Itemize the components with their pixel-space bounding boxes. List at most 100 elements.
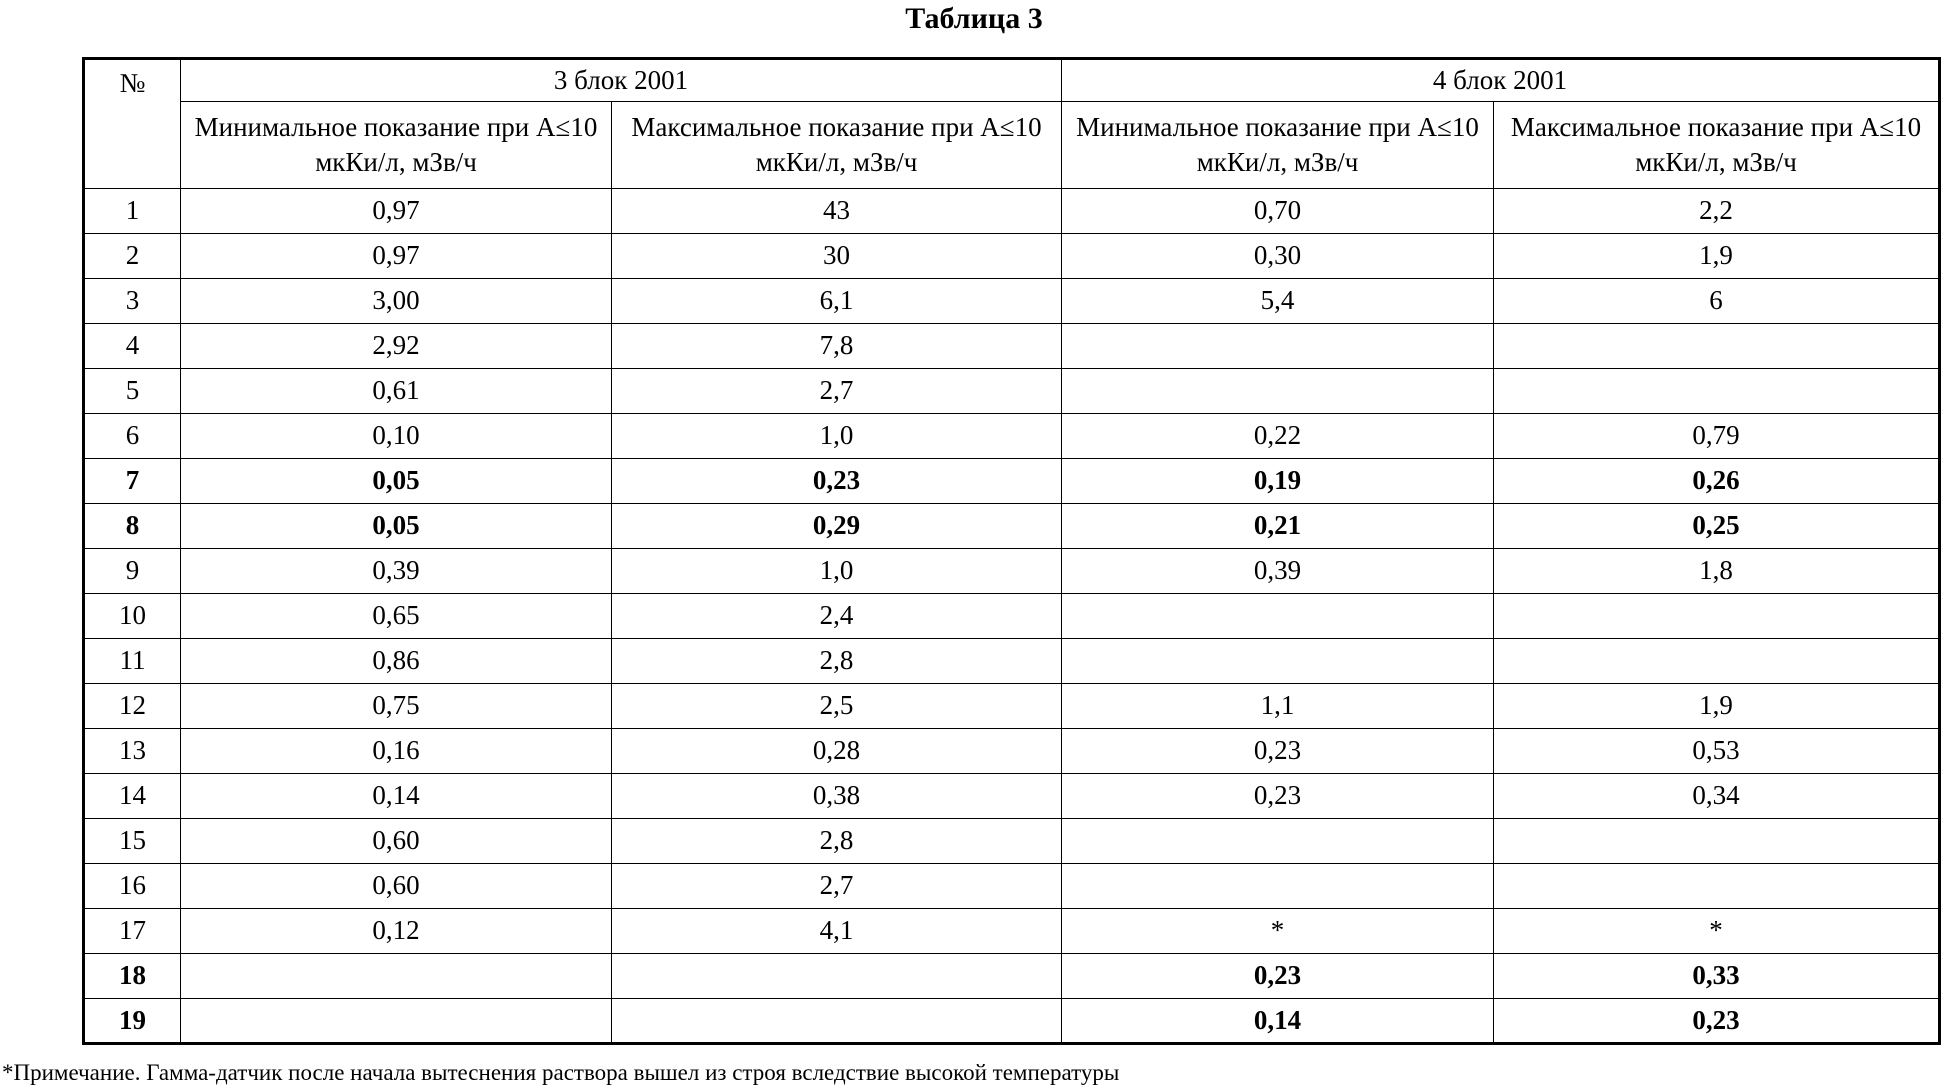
- row-number: 9: [84, 549, 181, 594]
- group-header: 3 блок 2001: [181, 59, 1062, 102]
- subheader: Максимальное показание при А≤10 мкКи/л, …: [612, 102, 1062, 189]
- table-cell: 0,23: [612, 459, 1062, 504]
- table-cell: [181, 954, 612, 999]
- subheader-row: Минимальное показание при А≤10 мкКи/л, м…: [84, 102, 1940, 189]
- row-number: 8: [84, 504, 181, 549]
- table-cell: 0,39: [181, 549, 612, 594]
- table-cell: 1,0: [612, 549, 1062, 594]
- table-cell: 0,86: [181, 639, 612, 684]
- table-cell: 0,70: [1062, 189, 1494, 234]
- table-row: 80,050,290,210,25: [84, 504, 1940, 549]
- table-cell: [1062, 324, 1494, 369]
- table-cell: 0,65: [181, 594, 612, 639]
- table-row: 70,050,230,190,26: [84, 459, 1940, 504]
- table-row: 42,927,8: [84, 324, 1940, 369]
- table-cell: 0,97: [181, 234, 612, 279]
- table-cell: 2,92: [181, 324, 612, 369]
- footnote: *Примечание. Гамма-датчик после начала в…: [2, 1060, 1119, 1086]
- table-cell: 0,34: [1494, 774, 1940, 819]
- row-number: 14: [84, 774, 181, 819]
- table-cell: 0,61: [181, 369, 612, 414]
- table-row: 10,97430,702,2: [84, 189, 1940, 234]
- table-cell: *: [1494, 909, 1940, 954]
- table-cell: 4,1: [612, 909, 1062, 954]
- subheader: Минимальное показание при А≤10 мкКи/л, м…: [181, 102, 612, 189]
- header-row: № 3 блок 2001 4 блок 2001: [84, 59, 1940, 102]
- table-cell: 0,05: [181, 459, 612, 504]
- table-cell: 0,26: [1494, 459, 1940, 504]
- table-cell: 0,23: [1062, 954, 1494, 999]
- table-cell: [1062, 369, 1494, 414]
- table-cell: 0,33: [1494, 954, 1940, 999]
- table-cell: 2,8: [612, 819, 1062, 864]
- table-cell: [612, 954, 1062, 999]
- table-cell: 0,10: [181, 414, 612, 459]
- table-row: 33,006,15,46: [84, 279, 1940, 324]
- page: {"title": "Таблица 3", "table": { "heade…: [0, 0, 1948, 1092]
- table-cell: 0,60: [181, 864, 612, 909]
- row-number: 16: [84, 864, 181, 909]
- table-cell: 0,23: [1062, 729, 1494, 774]
- table-cell: 0,28: [612, 729, 1062, 774]
- table-cell: 0,12: [181, 909, 612, 954]
- group-header: 4 блок 2001: [1062, 59, 1940, 102]
- row-number: 17: [84, 909, 181, 954]
- table-cell: 0,38: [612, 774, 1062, 819]
- table-row: 140,140,380,230,34: [84, 774, 1940, 819]
- table-row: 90,391,00,391,8: [84, 549, 1940, 594]
- table-cell: [612, 999, 1062, 1044]
- table-cell: 0,14: [181, 774, 612, 819]
- table-row: 100,652,4: [84, 594, 1940, 639]
- table-cell: [181, 999, 612, 1044]
- table-cell: 0,53: [1494, 729, 1940, 774]
- table-row: 19 0,140,23: [84, 999, 1940, 1044]
- table-cell: [1494, 594, 1940, 639]
- row-number: 18: [84, 954, 181, 999]
- table-cell: [1494, 324, 1940, 369]
- row-number: 19: [84, 999, 181, 1044]
- table-cell: 6,1: [612, 279, 1062, 324]
- row-number: 11: [84, 639, 181, 684]
- table-row: 130,160,280,230,53: [84, 729, 1940, 774]
- table-cell: 0,16: [181, 729, 612, 774]
- row-number: 5: [84, 369, 181, 414]
- row-number: 10: [84, 594, 181, 639]
- table-cell: 0,23: [1494, 999, 1940, 1044]
- table-cell: 0,25: [1494, 504, 1940, 549]
- table-cell: 2,7: [612, 864, 1062, 909]
- table-cell: 0,05: [181, 504, 612, 549]
- row-number: 12: [84, 684, 181, 729]
- table-cell: 30: [612, 234, 1062, 279]
- row-number: 13: [84, 729, 181, 774]
- row-number: 3: [84, 279, 181, 324]
- table-row: 50,612,7: [84, 369, 1940, 414]
- table-cell: 0,23: [1062, 774, 1494, 819]
- table-cell: 2,5: [612, 684, 1062, 729]
- table-cell: *: [1062, 909, 1494, 954]
- table-cell: 2,8: [612, 639, 1062, 684]
- table-cell: 0,97: [181, 189, 612, 234]
- table-cell: 0,21: [1062, 504, 1494, 549]
- table-row: 18 0,230,33: [84, 954, 1940, 999]
- table-cell: 5,4: [1062, 279, 1494, 324]
- table-cell: [1062, 864, 1494, 909]
- table-cell: 2,4: [612, 594, 1062, 639]
- table-row: 150,602,8: [84, 819, 1940, 864]
- table-cell: 0,30: [1062, 234, 1494, 279]
- table-row: 60,101,00,220,79: [84, 414, 1940, 459]
- table-row: 170,124,1**: [84, 909, 1940, 954]
- table-cell: [1494, 369, 1940, 414]
- table-cell: [1494, 819, 1940, 864]
- table-cell: 1,0: [612, 414, 1062, 459]
- table-cell: [1062, 594, 1494, 639]
- table-cell: [1494, 639, 1940, 684]
- table-cell: 0,79: [1494, 414, 1940, 459]
- table-cell: 2,7: [612, 369, 1062, 414]
- table-row: 20,97300,301,9: [84, 234, 1940, 279]
- subheader: Минимальное показание при А≤10 мкКи/л, м…: [1062, 102, 1494, 189]
- table-cell: 0,39: [1062, 549, 1494, 594]
- table-row: 160,602,7: [84, 864, 1940, 909]
- table-cell: 0,14: [1062, 999, 1494, 1044]
- table-cell: 0,75: [181, 684, 612, 729]
- row-number: 6: [84, 414, 181, 459]
